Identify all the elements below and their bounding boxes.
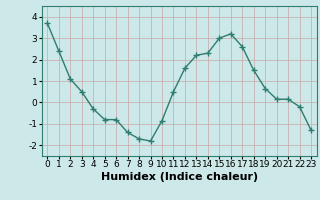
X-axis label: Humidex (Indice chaleur): Humidex (Indice chaleur) — [100, 172, 258, 182]
